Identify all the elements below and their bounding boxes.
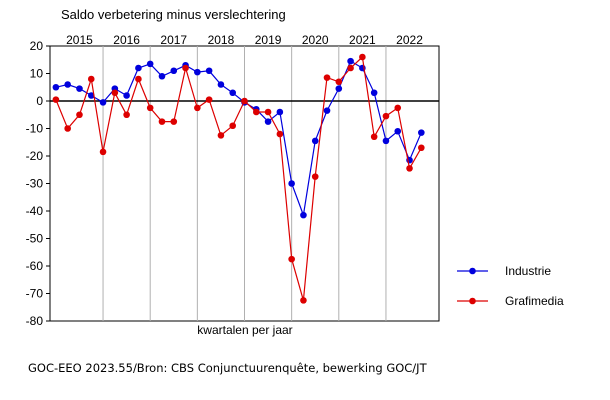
year-label: 2015: [66, 33, 93, 47]
data-point: [99, 99, 107, 106]
data-point: [76, 111, 83, 119]
year-label: 2021: [349, 33, 376, 47]
data-point: [229, 89, 237, 97]
data-point: [217, 81, 225, 88]
data-point: [194, 104, 201, 112]
data-point: [146, 104, 154, 112]
data-point: [347, 64, 354, 72]
data-point: [406, 165, 413, 172]
year-label: 2020: [302, 33, 329, 47]
year-labels: 2015 2016 2017 2018 2019 2020 2021 2022: [66, 33, 423, 47]
data-point: [335, 78, 343, 86]
data-point: [300, 297, 307, 304]
data-point: [370, 133, 378, 141]
chart-title: Saldo verbetering minus verslechtering: [61, 7, 286, 22]
data-point: [52, 83, 60, 91]
y-tick-label: -50: [26, 232, 44, 246]
data-point: [394, 127, 402, 135]
year-label: 2019: [255, 33, 282, 47]
year-label: 2016: [113, 33, 140, 47]
data-point: [158, 72, 166, 80]
data-point: [276, 130, 284, 138]
data-point: [194, 68, 201, 76]
data-point: [382, 137, 390, 145]
data-point: [382, 112, 390, 120]
data-point: [370, 89, 378, 97]
data-point: [205, 96, 213, 103]
data-point: [99, 148, 107, 156]
legend-label: Grafimedia: [505, 294, 564, 308]
data-point: [418, 129, 425, 136]
data-point: [135, 75, 142, 83]
data-point: [87, 75, 95, 83]
legend-marker: [469, 267, 476, 275]
x-axis-label: kwartalen per jaar: [197, 323, 292, 337]
y-axis: 20 10 0 -10 -20 -30 -40 -50 -60 -70 -80: [26, 39, 50, 328]
data-point: [52, 96, 60, 103]
year-label: 2017: [160, 33, 187, 47]
data-point: [182, 64, 189, 72]
data-point: [300, 211, 307, 219]
legend: Industrie Grafimedia: [457, 264, 564, 308]
data-point: [264, 118, 272, 125]
data-point: [288, 255, 295, 263]
y-tick-label: -10: [26, 122, 44, 136]
data-point: [323, 107, 331, 114]
data-point: [359, 53, 366, 61]
data-point: [288, 180, 295, 187]
data-point: [135, 64, 142, 72]
data-point: [252, 108, 260, 116]
data-point: [229, 122, 237, 130]
legend-label: Industrie: [505, 264, 551, 278]
data-point: [217, 132, 225, 139]
data-point: [323, 74, 331, 81]
data-point: [64, 81, 71, 88]
data-point: [276, 108, 284, 116]
year-label: 2018: [208, 33, 235, 47]
data-point: [205, 67, 213, 75]
data-point: [87, 92, 95, 99]
data-point: [241, 97, 248, 105]
y-tick-label: -80: [26, 314, 44, 328]
year-label: 2022: [396, 33, 423, 47]
y-tick-label: 10: [30, 67, 44, 81]
data-point: [170, 67, 178, 75]
y-tick-label: -40: [26, 204, 44, 218]
y-tick-label: -30: [26, 177, 44, 191]
y-tick-label: -70: [26, 287, 44, 301]
data-point: [158, 118, 166, 125]
series-industrie: [52, 57, 425, 219]
series-layer: [52, 53, 425, 304]
data-point: [311, 137, 319, 145]
data-point: [311, 173, 319, 180]
data-point: [64, 125, 71, 132]
y-tick-label: -20: [26, 149, 44, 163]
data-point: [264, 108, 272, 116]
data-point: [76, 85, 83, 92]
data-point: [394, 104, 402, 112]
source-note: GOC-EEO 2023.55/Bron: CBS Conjunctuurenq…: [28, 361, 428, 375]
y-tick-label: 20: [30, 39, 44, 53]
legend-marker: [469, 297, 476, 305]
data-point: [418, 144, 425, 152]
data-point: [111, 89, 119, 97]
data-point: [170, 118, 178, 125]
data-point: [123, 111, 130, 119]
data-point: [335, 85, 343, 92]
data-point: [146, 60, 154, 68]
y-tick-label: 0: [36, 94, 43, 108]
y-tick-label: -60: [26, 259, 44, 273]
data-point: [123, 92, 130, 99]
series-grafimedia: [52, 53, 425, 304]
data-point: [347, 57, 354, 65]
